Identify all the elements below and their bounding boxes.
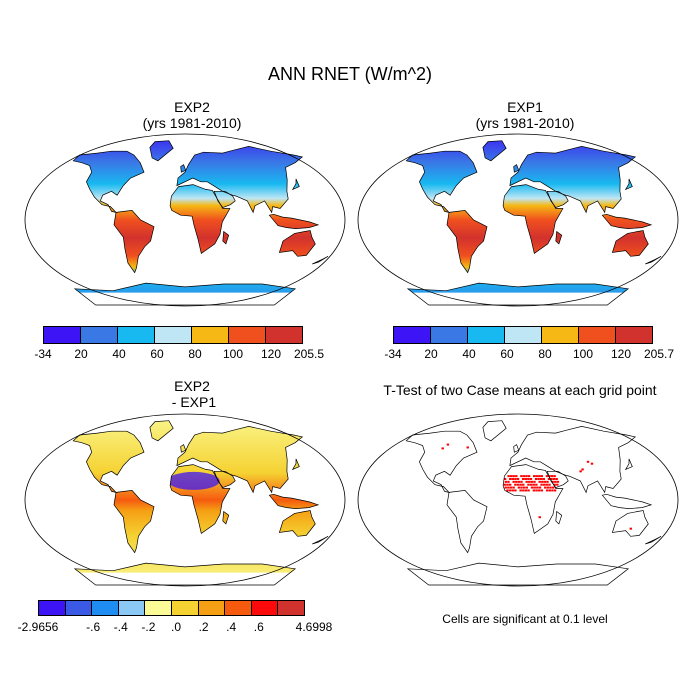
colorbar-diff-tick-label: -2.9656 <box>17 620 59 634</box>
panel-title-exp2: EXP2 (yrs 1981-2010) <box>42 99 342 131</box>
colorbar-exp2-swatch <box>117 326 155 344</box>
panel-title-exp2-line2: (yrs 1981-2010) <box>142 115 242 131</box>
coastlines <box>405 140 662 306</box>
panel-title-exp1-line2: (yrs 1981-2010) <box>475 115 575 131</box>
map-exp1 <box>357 133 679 307</box>
panel-title-diff-line1: EXP2 <box>174 378 210 394</box>
map-boundary <box>24 413 346 587</box>
colorbar-exp2-tick-label: 20 <box>74 347 88 361</box>
colorbar-exp1-swatch <box>578 326 616 344</box>
colorbar-diff-swatch <box>224 600 252 616</box>
colorbar-exp1-swatch <box>541 326 579 344</box>
colorbar-diff-tick-label: -.2 <box>141 620 156 634</box>
panel-title-exp1: EXP1 (yrs 1981-2010) <box>375 99 675 131</box>
colorbar-exp1-swatch <box>504 326 542 344</box>
colorbar-exp1-tick-label: -34 <box>384 347 402 361</box>
colorbar-diff-tick-label: -.6 <box>86 620 101 634</box>
significant-cells <box>441 443 632 530</box>
colorbar-exp1-tick-label: 205.7 <box>643 347 675 361</box>
colorbar-diff-labels: -2.9656 -.6 -.4 -.2 .0 .2 .4 .6 4.6998 <box>18 620 333 636</box>
colorbar-diff-tick-label: .0 <box>170 620 182 634</box>
map-diff <box>24 413 346 587</box>
colorbar-exp2-swatch <box>43 326 81 344</box>
colorbar-exp1-swatch <box>430 326 468 344</box>
colorbar-exp2-tick-label: -34 <box>34 347 52 361</box>
colorbar-exp2-tick-label: 100 <box>222 347 244 361</box>
map-exp2 <box>24 133 346 307</box>
colorbar-exp1-tick-label: 60 <box>500 347 514 361</box>
panel-title-diff: EXP2 - EXP1 <box>42 378 342 410</box>
colorbar-exp2-tick-label: 60 <box>150 347 164 361</box>
colorbar-exp1-swatch <box>393 326 431 344</box>
coastlines <box>72 420 329 586</box>
colorbar-diff-swatch <box>38 600 66 616</box>
colorbar-diff-swatch <box>91 600 119 616</box>
panel-title-exp2-line1: EXP2 <box>174 99 210 115</box>
colorbar-exp2-tick-label: 80 <box>188 347 202 361</box>
significance-note: Cells are significant at 0.1 level <box>442 612 608 626</box>
colorbar-exp1-swatch <box>615 326 653 344</box>
figure-title: ANN RNET (W/m^2) <box>267 64 433 84</box>
colorbar-exp1: -34 20 40 60 80 100 120 205.7 <box>384 326 674 364</box>
colorbar-diff-tick-label: .2 <box>198 620 209 634</box>
coastlines <box>72 140 329 306</box>
colorbar-exp1-swatch <box>467 326 505 344</box>
colorbar-exp2-tick-label: 40 <box>112 347 126 361</box>
map-boundary <box>357 413 679 587</box>
colorbar-exp1-labels: -34 20 40 60 80 100 120 205.7 <box>384 347 674 363</box>
colorbar-diff-tick-label: .4 <box>226 620 237 634</box>
colorbar-exp2-swatch <box>191 326 229 344</box>
map-boundary <box>357 133 679 307</box>
colorbar-diff-swatch <box>197 600 226 616</box>
colorbar-exp2-swatch <box>228 326 266 344</box>
colorbar-diff-swatch <box>64 600 93 616</box>
colorbar-diff-tick-label: 4.6998 <box>295 620 333 634</box>
panel-title-diff-line2: - EXP1 <box>167 394 217 410</box>
colorbar-diff-swatch <box>170 600 199 616</box>
sahara-negative-anomaly <box>167 471 220 490</box>
colorbar-exp2: -34 20 40 60 80 100 120 205.5 <box>34 326 324 364</box>
panel-title-ttest-line1: T-Test of two Case means at each grid po… <box>383 382 657 398</box>
colorbar-exp2-tick-label: 120 <box>260 347 282 361</box>
map-ttest <box>357 413 679 587</box>
colorbar-diff-tick-label: -.4 <box>113 620 128 634</box>
colorbar-exp1-tick-label: 20 <box>424 347 438 361</box>
colorbar-diff-swatch <box>250 600 279 616</box>
colorbar-exp2-swatch <box>80 326 118 344</box>
colorbar-diff-tick-label: .6 <box>253 620 264 634</box>
colorbar-exp1-tick-label: 40 <box>462 347 476 361</box>
colorbar-exp2-swatch <box>265 326 303 344</box>
colorbar-exp1-tick-label: 120 <box>610 347 632 361</box>
colorbar-diff-swatch <box>117 600 146 616</box>
colorbar-diff-swatch <box>144 600 172 616</box>
map-boundary <box>24 133 346 307</box>
coastlines <box>405 420 662 586</box>
colorbar-exp2-swatch <box>154 326 192 344</box>
colorbar-exp1-tick-label: 100 <box>572 347 594 361</box>
colorbar-diff-swatches <box>38 600 314 616</box>
colorbar-diff-swatch <box>277 600 305 616</box>
colorbar-exp1-swatches <box>393 326 659 344</box>
panel-title-ttest: T-Test of two Case means at each grid po… <box>340 382 700 398</box>
colorbar-exp2-tick-label: 205.5 <box>293 347 325 361</box>
colorbar-exp2-labels: -34 20 40 60 80 100 120 205.5 <box>34 347 324 363</box>
panel-title-exp1-line1: EXP1 <box>507 99 543 115</box>
colorbar-exp1-tick-label: 80 <box>538 347 552 361</box>
colorbar-exp2-swatches <box>43 326 309 344</box>
colorbar-diff: -2.9656 -.6 -.4 -.2 .0 .2 .4 .6 4.6998 <box>18 600 333 638</box>
